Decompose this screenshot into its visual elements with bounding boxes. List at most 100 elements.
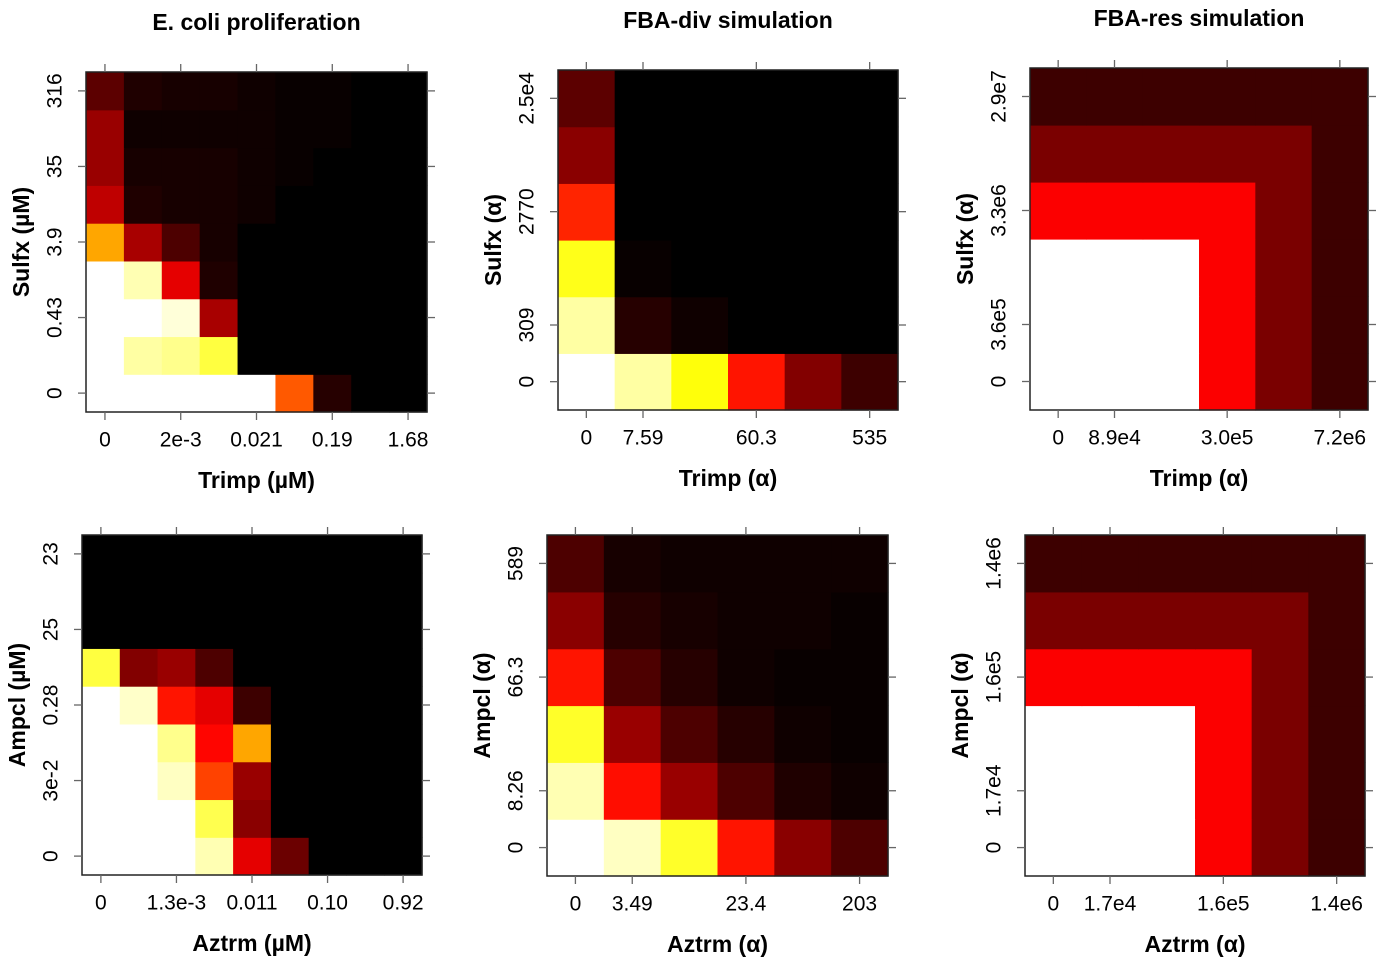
heat-cell bbox=[728, 70, 786, 128]
x-tick-label: 1.4e6 bbox=[1310, 893, 1363, 916]
x-tick-label: 0.92 bbox=[383, 892, 424, 915]
heat-cell bbox=[1195, 705, 1253, 763]
heat-cell bbox=[346, 535, 385, 574]
x-tick-label: 1.68 bbox=[388, 429, 429, 452]
heat-cell bbox=[82, 761, 121, 801]
heat-cell bbox=[389, 185, 428, 224]
heat-cell bbox=[351, 72, 390, 111]
heat-cell bbox=[1199, 68, 1256, 126]
heat-cell bbox=[275, 223, 314, 262]
y-tick-label: 0 bbox=[988, 376, 1011, 388]
y-tick-label: 1.7e4 bbox=[983, 764, 1006, 817]
heat-cell bbox=[389, 109, 428, 149]
x-tick-label: 1.7e4 bbox=[1084, 893, 1137, 916]
heat-cell bbox=[774, 648, 832, 707]
x-axis-label: Trimp (µM) bbox=[198, 467, 315, 493]
heat-cell bbox=[1142, 239, 1200, 297]
heat-cell bbox=[1142, 125, 1200, 183]
heat-cell bbox=[346, 761, 385, 801]
heat-cell bbox=[384, 837, 423, 876]
heat-cell bbox=[774, 705, 832, 763]
heat-cell bbox=[237, 185, 277, 224]
heat-cell bbox=[346, 799, 385, 838]
heat-cell bbox=[1308, 535, 1366, 593]
heat-cell bbox=[86, 374, 125, 413]
heat-cell bbox=[351, 374, 390, 413]
heat-cell bbox=[547, 819, 605, 877]
heat-cell bbox=[119, 799, 159, 838]
heat-cell bbox=[1138, 591, 1196, 650]
heat-cell bbox=[237, 109, 277, 149]
heat-cell bbox=[1086, 125, 1144, 183]
heat-cell bbox=[784, 183, 842, 241]
x-tick-label: 3.0e5 bbox=[1201, 427, 1254, 450]
heat-cell bbox=[717, 819, 775, 877]
heat-cell bbox=[157, 610, 196, 649]
heat-cell bbox=[308, 572, 348, 612]
heat-cell bbox=[313, 109, 352, 149]
y-tick-label: 25 bbox=[40, 618, 63, 641]
heat-cell bbox=[199, 109, 239, 149]
x-tick-label: 0 bbox=[1052, 427, 1064, 450]
heat-cell bbox=[82, 610, 121, 649]
heat-cell bbox=[614, 296, 672, 354]
y-tick-label: 2.5e4 bbox=[516, 72, 539, 125]
y-tick-label: 0 bbox=[505, 842, 528, 854]
heat-cell bbox=[157, 686, 196, 725]
heat-cell bbox=[1142, 353, 1200, 411]
heat-cell bbox=[82, 572, 121, 612]
heat-cell bbox=[1199, 182, 1256, 240]
heat-cell bbox=[308, 837, 348, 876]
heat-cell bbox=[161, 374, 201, 413]
heat-cell bbox=[275, 260, 314, 300]
heat-cell bbox=[161, 260, 201, 300]
heat-cell bbox=[233, 837, 272, 876]
heat-cell bbox=[233, 610, 272, 649]
heat-cell bbox=[195, 610, 234, 649]
heat-cell bbox=[1025, 762, 1083, 820]
y-axis-label: Sulfx (µM) bbox=[8, 187, 34, 297]
y-tick-label: 0 bbox=[983, 842, 1006, 854]
heat-cell bbox=[195, 535, 234, 574]
heat-cell bbox=[275, 72, 314, 111]
heat-cell bbox=[1311, 239, 1369, 297]
heat-cell bbox=[660, 819, 719, 877]
y-tick-label: 8.26 bbox=[505, 770, 528, 811]
heat-cell bbox=[671, 70, 729, 128]
heat-cell bbox=[119, 648, 159, 687]
heat-cell bbox=[313, 298, 352, 338]
heat-cell bbox=[119, 572, 159, 612]
panel-title: E. coli proliferation bbox=[152, 9, 360, 35]
heat-cell bbox=[671, 183, 729, 241]
heat-cell bbox=[237, 72, 277, 111]
heat-cell bbox=[308, 723, 348, 763]
heat-cell bbox=[1025, 819, 1083, 877]
heat-cell bbox=[660, 648, 719, 707]
heat-cell bbox=[195, 648, 234, 687]
heat-cell bbox=[547, 591, 605, 650]
heat-cell bbox=[1025, 705, 1083, 763]
heat-cell bbox=[547, 762, 605, 820]
y-tick-label: 35 bbox=[44, 155, 67, 178]
heat-cell bbox=[558, 240, 616, 298]
heat-cell bbox=[1138, 705, 1196, 763]
heat-cell bbox=[157, 535, 196, 574]
x-tick-label: 23.4 bbox=[725, 893, 766, 916]
y-tick-label: 0 bbox=[40, 850, 63, 862]
heat-cell bbox=[1308, 762, 1366, 820]
heat-cell bbox=[313, 72, 352, 111]
heat-cell bbox=[233, 799, 272, 838]
heat-cell bbox=[351, 109, 390, 149]
heat-cell bbox=[717, 705, 775, 763]
x-axis-label: Trimp (α) bbox=[1150, 465, 1248, 491]
heat-cell bbox=[547, 648, 605, 707]
heat-cell bbox=[558, 70, 616, 128]
heat-cell bbox=[346, 837, 385, 876]
heat-cell bbox=[123, 72, 163, 111]
heat-cell bbox=[384, 686, 423, 725]
x-tick-label: 0 bbox=[95, 892, 107, 915]
heat-cell bbox=[233, 761, 272, 801]
heat-cell bbox=[831, 535, 889, 593]
heat-cell bbox=[1081, 762, 1139, 820]
heat-cell bbox=[1255, 239, 1313, 297]
